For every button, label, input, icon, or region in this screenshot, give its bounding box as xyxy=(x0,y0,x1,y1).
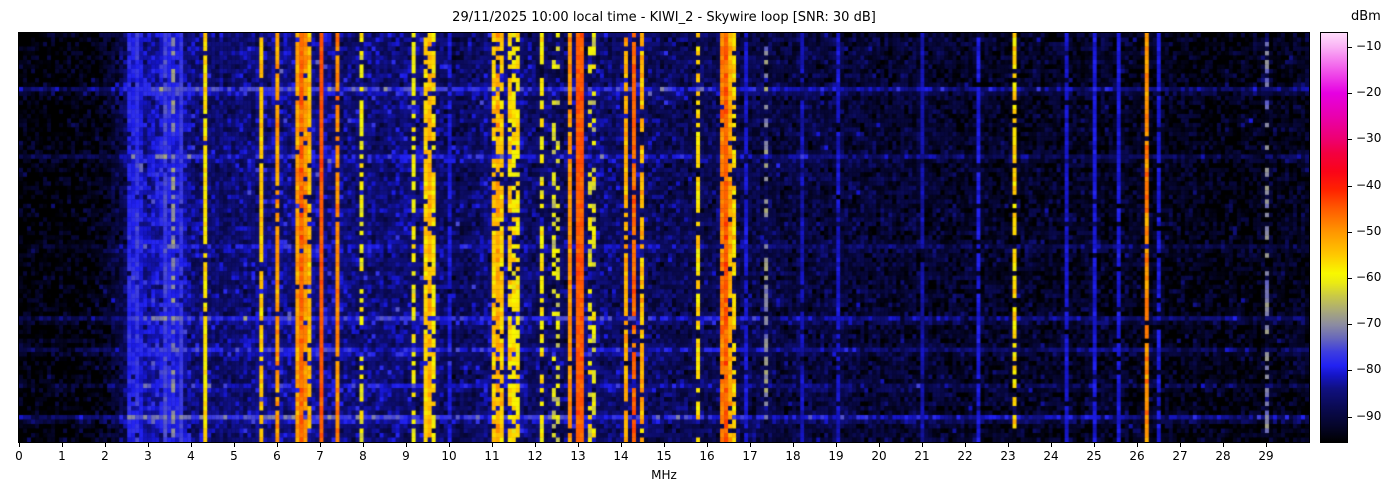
x-tick-mark xyxy=(621,443,622,447)
x-axis-label: MHz xyxy=(651,468,677,482)
colorbar-tick-mark xyxy=(1348,139,1352,141)
x-tick-mark xyxy=(148,443,149,447)
x-tick-label: 10 xyxy=(441,449,457,463)
x-tick-label: 4 xyxy=(187,449,195,463)
colorbar-tick-label: −90 xyxy=(1356,408,1382,423)
x-tick-mark xyxy=(922,443,923,447)
x-tick-label: 7 xyxy=(316,449,324,463)
x-tick-label: 9 xyxy=(402,449,410,463)
x-tick-mark xyxy=(1137,443,1138,447)
x-tick-mark xyxy=(191,443,192,447)
x-tick-label: 3 xyxy=(144,449,152,463)
x-tick-mark xyxy=(1008,443,1009,447)
x-tick-mark xyxy=(406,443,407,447)
x-tick-mark xyxy=(836,443,837,447)
x-tick-label: 24 xyxy=(1043,449,1059,463)
x-tick-label: 27 xyxy=(1172,449,1188,463)
x-tick-label: 8 xyxy=(359,449,367,463)
waterfall-heatmap xyxy=(19,33,1309,442)
chart-title: 29/11/2025 10:00 local time - KIWI_2 - S… xyxy=(452,10,876,25)
x-tick-label: 23 xyxy=(1000,449,1016,463)
colorbar-tick-label: −60 xyxy=(1356,269,1382,284)
colorbar-label: dBm xyxy=(1351,9,1381,24)
x-tick-mark xyxy=(1180,443,1181,447)
x-tick-label: 1 xyxy=(58,449,66,463)
x-tick-label: 21 xyxy=(914,449,930,463)
x-tick-mark xyxy=(62,443,63,447)
x-tick-label: 20 xyxy=(871,449,887,463)
x-tick-mark xyxy=(492,443,493,447)
x-tick-mark xyxy=(277,443,278,447)
x-tick-mark xyxy=(965,443,966,447)
colorbar-tick-label: −10 xyxy=(1356,38,1382,53)
x-tick-mark xyxy=(664,443,665,447)
x-tick-mark xyxy=(1223,443,1224,447)
colorbar-tick-mark xyxy=(1348,277,1352,279)
x-tick-label: 22 xyxy=(957,449,973,463)
x-tick-mark xyxy=(578,443,579,447)
colorbar-tick-mark xyxy=(1348,93,1352,95)
colorbar-tick-mark xyxy=(1348,231,1352,233)
colorbar-tick-mark xyxy=(1348,416,1352,418)
x-tick-mark xyxy=(320,443,321,447)
x-tick-mark xyxy=(234,443,235,447)
x-tick-label: 26 xyxy=(1129,449,1145,463)
x-tick-mark xyxy=(19,443,20,447)
x-tick-mark xyxy=(1051,443,1052,447)
x-tick-mark xyxy=(105,443,106,447)
x-tick-label: 14 xyxy=(613,449,629,463)
x-tick-label: 12 xyxy=(527,449,543,463)
colorbar-tick-label: −20 xyxy=(1356,85,1382,100)
x-tick-mark xyxy=(1266,443,1267,447)
x-tick-label: 13 xyxy=(570,449,586,463)
colorbar-tick-mark xyxy=(1348,185,1352,187)
colorbar-tick-label: −80 xyxy=(1356,362,1382,377)
x-tick-label: 28 xyxy=(1215,449,1231,463)
x-tick-label: 6 xyxy=(273,449,281,463)
x-tick-label: 2 xyxy=(101,449,109,463)
colorbar-tick-mark xyxy=(1348,46,1352,48)
x-tick-label: 0 xyxy=(15,449,23,463)
colorbar-tick-label: −40 xyxy=(1356,177,1382,192)
x-tick-mark xyxy=(363,443,364,447)
x-tick-mark xyxy=(707,443,708,447)
x-tick-mark xyxy=(1094,443,1095,447)
x-tick-mark xyxy=(449,443,450,447)
x-tick-mark xyxy=(750,443,751,447)
x-tick-mark xyxy=(535,443,536,447)
x-tick-label: 15 xyxy=(656,449,672,463)
x-tick-label: 29 xyxy=(1258,449,1274,463)
colorbar-tick-mark xyxy=(1348,324,1352,326)
x-tick-label: 11 xyxy=(484,449,500,463)
x-tick-label: 18 xyxy=(785,449,801,463)
plot-frame xyxy=(18,32,1310,443)
colorbar-tick-mark xyxy=(1348,370,1352,372)
colorbar xyxy=(1320,32,1348,443)
x-tick-label: 17 xyxy=(742,449,758,463)
x-tick-label: 5 xyxy=(230,449,238,463)
x-tick-label: 25 xyxy=(1086,449,1102,463)
x-tick-mark xyxy=(879,443,880,447)
x-tick-mark xyxy=(793,443,794,447)
colorbar-tick-label: −50 xyxy=(1356,223,1382,238)
x-tick-label: 16 xyxy=(699,449,715,463)
x-tick-label: 19 xyxy=(828,449,844,463)
colorbar-tick-label: −30 xyxy=(1356,131,1382,146)
colorbar-tick-label: −70 xyxy=(1356,316,1382,331)
